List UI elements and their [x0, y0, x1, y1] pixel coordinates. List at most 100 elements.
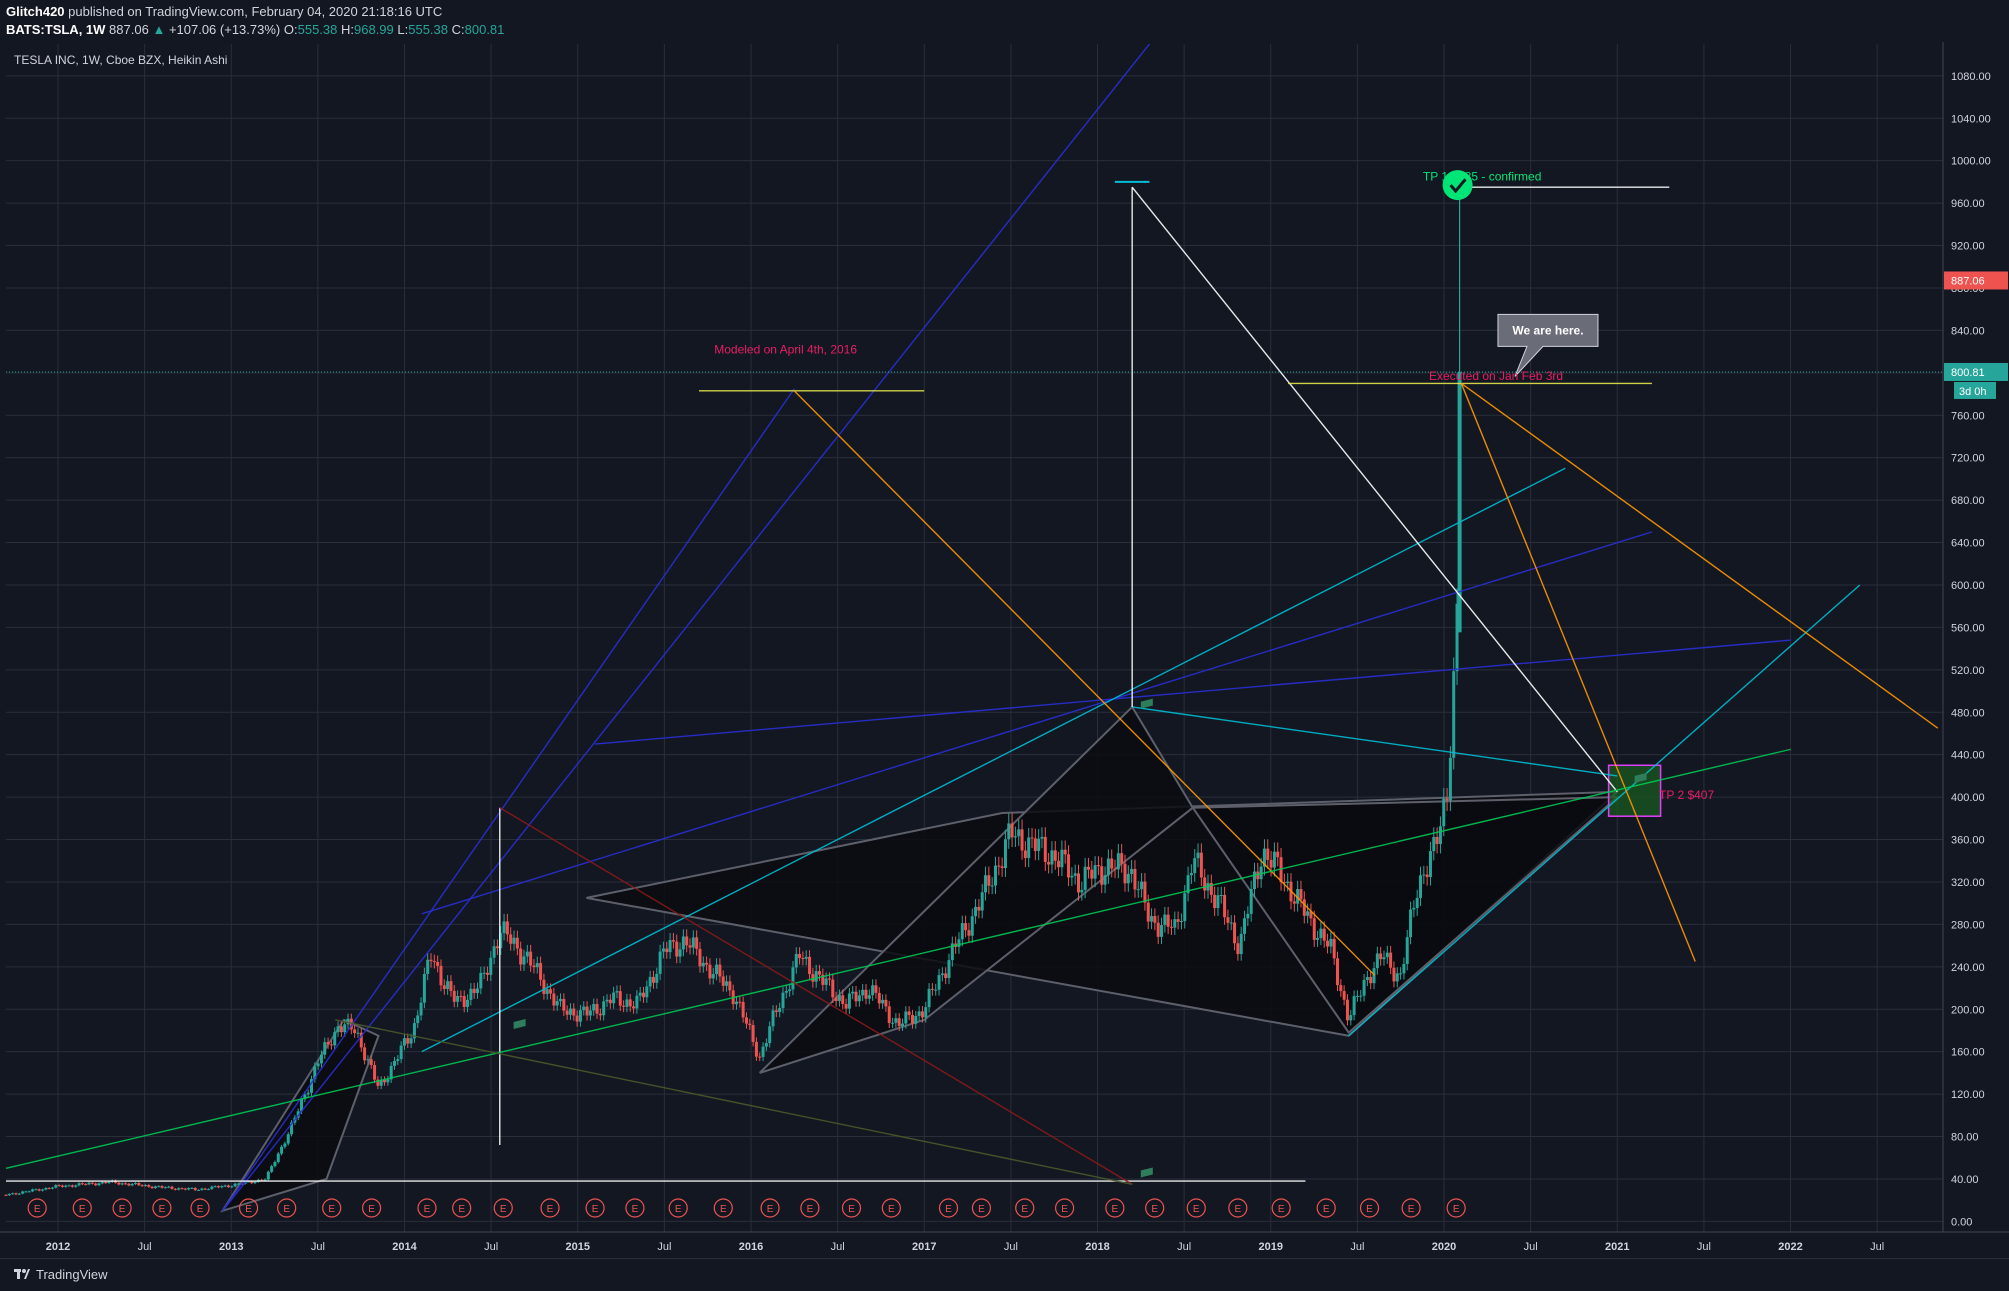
- candle-body: [578, 1010, 582, 1022]
- candle-body: [14, 1193, 18, 1195]
- candle-body: [1183, 893, 1187, 922]
- earnings-marker: [72, 1198, 92, 1218]
- earnings-label: E: [720, 1204, 727, 1215]
- candle-body: [1272, 851, 1276, 868]
- candle-body: [1352, 996, 1356, 1016]
- candle-body: [1349, 1015, 1353, 1021]
- chart-annotation: We are here.: [1512, 323, 1583, 337]
- candle-body: [180, 1188, 184, 1190]
- candle-body: [1093, 865, 1097, 879]
- candle-body: [183, 1188, 187, 1190]
- candle-body: [270, 1166, 274, 1172]
- candle-body: [927, 988, 931, 1008]
- trend-line: [5, 748, 1791, 1170]
- candle-body: [392, 1060, 396, 1066]
- candle-body: [1256, 871, 1260, 880]
- trend-line: [793, 390, 1376, 976]
- candle-body: [479, 972, 483, 989]
- candle-body: [1266, 848, 1270, 860]
- candle-body: [864, 989, 868, 999]
- candle-body: [1067, 854, 1071, 878]
- trend-line: [1132, 706, 1618, 777]
- candle-body: [87, 1182, 91, 1185]
- candle-body: [794, 953, 798, 968]
- y-tick-label: 480.00: [1951, 707, 1985, 719]
- candle-body: [1063, 849, 1067, 855]
- y-tick-label: 720.00: [1951, 453, 1985, 465]
- candle-body: [1123, 863, 1127, 884]
- earnings-label: E: [34, 1204, 41, 1215]
- candle-body: [333, 1032, 337, 1046]
- candle-body: [223, 1185, 227, 1187]
- flag-icon: [1140, 1167, 1153, 1178]
- flag-icon: [513, 1018, 526, 1029]
- candle-body: [867, 995, 871, 999]
- candle-body: [37, 1189, 41, 1191]
- earnings-marker: [1054, 1198, 1075, 1218]
- candle-body: [515, 937, 519, 949]
- candle-body: [725, 981, 729, 986]
- candle-body: [1233, 922, 1237, 944]
- candle-body: [140, 1185, 144, 1187]
- candle-body: [1160, 925, 1164, 937]
- candle-body: [416, 1015, 420, 1024]
- candle-body: [565, 1010, 569, 1015]
- price-chart[interactable]: Modeled on April 4th, 2016 We are here. Ex…: [0, 42, 2009, 1258]
- candle-body: [197, 1189, 201, 1191]
- trend-line: [421, 467, 1566, 1053]
- candle-body: [847, 993, 851, 1009]
- author-name[interactable]: Glitch420: [6, 4, 65, 19]
- pattern-shape: [220, 1018, 380, 1213]
- price-tag: [1944, 271, 2008, 290]
- candle-body: [505, 921, 509, 935]
- candle-body: [519, 948, 523, 965]
- candle-body: [1442, 798, 1446, 827]
- trend-line: [222, 43, 1151, 1212]
- tradingview-brand[interactable]: TradingView: [36, 1267, 108, 1282]
- earnings-marker: [938, 1198, 959, 1218]
- candle-body: [1193, 858, 1197, 874]
- candle-body: [997, 865, 1001, 867]
- candle-body: [422, 973, 426, 1003]
- candle-body: [286, 1134, 290, 1144]
- candle-body: [439, 965, 443, 986]
- candle-body: [57, 1185, 61, 1187]
- candle-body: [1133, 868, 1137, 890]
- candle-body: [41, 1189, 45, 1191]
- candle-body: [964, 923, 968, 931]
- candle-body: [844, 1004, 848, 1009]
- candle-body: [744, 1017, 748, 1024]
- earnings-marker: [760, 1198, 780, 1218]
- candle-body: [153, 1186, 157, 1189]
- candle-body: [193, 1187, 197, 1191]
- candle-body: [1252, 871, 1256, 890]
- candle-body: [203, 1188, 207, 1190]
- candle-body: [1419, 875, 1423, 898]
- trend-line: [1131, 186, 1618, 793]
- x-tick-label: 2022: [1778, 1241, 1802, 1253]
- candle-body: [489, 957, 493, 975]
- candle-body: [1395, 973, 1399, 982]
- candle-body: [1027, 837, 1031, 859]
- candle-body: [734, 1001, 738, 1005]
- candle-body: [1335, 958, 1339, 986]
- price-axis-bg: [1943, 42, 2009, 1258]
- checkmark-icon: [1449, 178, 1467, 194]
- candle-body: [1392, 967, 1396, 982]
- candle-body: [1176, 919, 1180, 922]
- candle-body: [831, 979, 835, 998]
- candle-body: [1382, 957, 1386, 960]
- candle-body: [50, 1187, 54, 1189]
- candle-body: [967, 930, 971, 936]
- price-tag-label: 800.81: [1951, 367, 1985, 379]
- y-tick-label: 520.00: [1951, 665, 1985, 677]
- candle-body: [1023, 850, 1027, 859]
- earnings-label: E: [592, 1204, 599, 1215]
- candle-body: [130, 1183, 134, 1186]
- candle-body: [1216, 895, 1220, 909]
- earnings-label: E: [1061, 1204, 1068, 1215]
- candle-body: [974, 906, 978, 917]
- candle-body: [104, 1182, 108, 1184]
- candle-body: [681, 936, 685, 950]
- candle-body: [1409, 909, 1413, 938]
